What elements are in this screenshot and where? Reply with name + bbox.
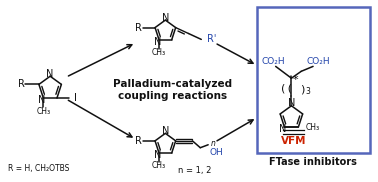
Text: FTase inhibitors: FTase inhibitors <box>269 157 357 167</box>
Text: n: n <box>211 139 216 148</box>
Text: ( (: ( ( <box>281 83 292 93</box>
Text: 3: 3 <box>305 86 310 96</box>
Text: R: R <box>135 23 142 33</box>
Text: N: N <box>279 124 287 134</box>
Text: CO₂H: CO₂H <box>306 57 330 66</box>
Text: N: N <box>162 13 169 23</box>
Text: R: R <box>18 79 25 89</box>
Text: CH₃: CH₃ <box>152 161 166 170</box>
Text: *: * <box>293 75 298 85</box>
Text: N: N <box>154 37 161 47</box>
Text: OH: OH <box>209 148 223 157</box>
Text: R': R' <box>207 34 217 44</box>
Text: R: R <box>135 136 142 146</box>
Text: R = H, CH₂OTBS: R = H, CH₂OTBS <box>8 164 69 173</box>
Text: N: N <box>288 98 295 108</box>
Text: N: N <box>46 69 54 79</box>
Text: VFM: VFM <box>280 136 306 146</box>
Text: CO₂H: CO₂H <box>262 57 285 66</box>
Text: I: I <box>74 93 77 103</box>
Text: N: N <box>162 126 169 136</box>
Text: CH₃: CH₃ <box>152 48 166 57</box>
Text: ): ) <box>300 84 304 94</box>
Text: N: N <box>38 95 45 105</box>
Text: N: N <box>154 150 161 160</box>
Text: Palladium-catalyzed
coupling reactions: Palladium-catalyzed coupling reactions <box>113 79 232 101</box>
Text: n = 1, 2: n = 1, 2 <box>178 166 212 175</box>
Text: CH₃: CH₃ <box>36 107 50 116</box>
Text: CH₃: CH₃ <box>305 123 319 132</box>
Bar <box>257 7 370 153</box>
